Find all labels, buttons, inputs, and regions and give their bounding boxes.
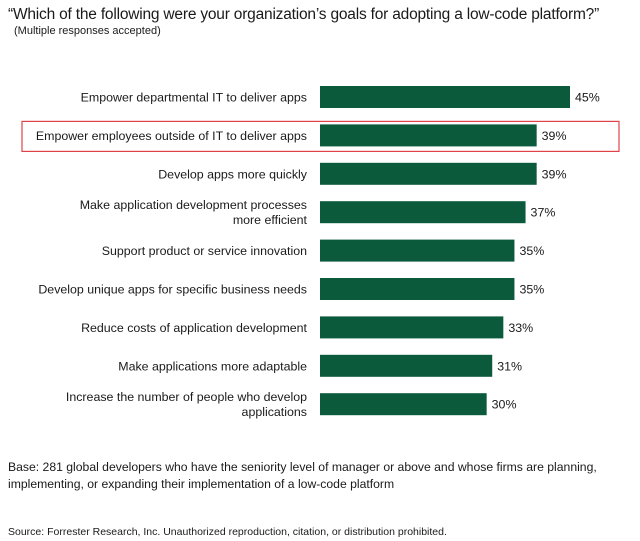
value-label-4: 37% [531, 206, 556, 220]
bar-1 [320, 86, 570, 108]
category-label-4: Make application development processes mo… [80, 198, 308, 227]
chart-title: “Which of the following were your organi… [8, 6, 600, 23]
category-label-9: Increase the number of people who develo… [66, 390, 307, 419]
bar-3 [320, 162, 537, 185]
value-label-8: 31% [497, 359, 522, 373]
chart-subtitle: (Multiple responses accepted) [14, 25, 161, 37]
highlight-box [21, 120, 620, 153]
value-label-9: 30% [492, 398, 517, 412]
value-label-6: 35% [519, 283, 544, 297]
category-label-3: Develop apps more quickly [158, 167, 308, 181]
category-label-1: Empower departmental IT to deliver apps [81, 91, 307, 105]
category-label-8: Make applications more adaptable [118, 359, 307, 373]
bar-5 [320, 239, 515, 262]
bar-4 [320, 201, 526, 224]
category-label-2: Empower employees outside of IT to deliv… [36, 129, 307, 143]
bar-2 [320, 124, 537, 147]
source-note: Source: Forrester Research, Inc. Unautho… [8, 526, 447, 538]
value-label-3: 39% [542, 167, 567, 181]
value-label-5: 35% [519, 244, 544, 258]
bar-chart: Empower departmental IT to deliver apps 4… [21, 86, 620, 419]
category-label-7: Reduce costs of application development [81, 321, 307, 335]
bar-9 [320, 393, 487, 416]
base-note: Base: 281 global developers who have the… [8, 460, 597, 491]
bar-7 [320, 316, 504, 339]
bar-8 [320, 354, 493, 377]
value-label-1: 45% [575, 91, 600, 105]
bar-6 [320, 278, 515, 300]
category-label-6: Develop unique apps for specific busines… [38, 283, 307, 297]
category-label-5: Support product or service innovation [102, 244, 307, 258]
value-label-2: 39% [542, 129, 567, 143]
value-label-7: 33% [508, 321, 533, 335]
